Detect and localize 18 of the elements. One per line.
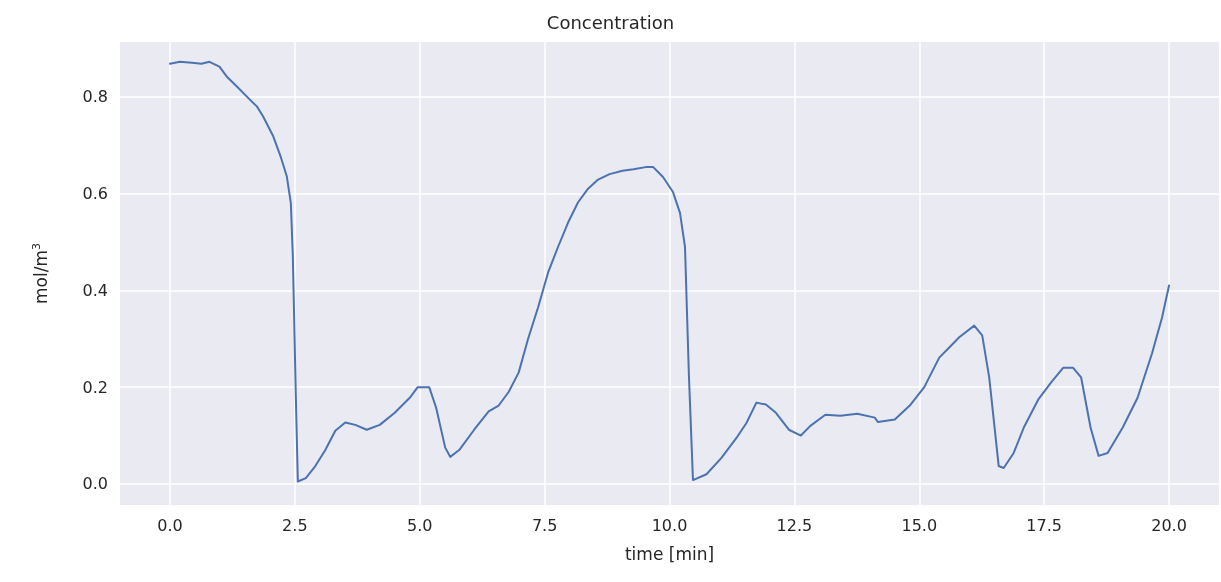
x-axis-title: time [min] <box>624 543 715 564</box>
x-tick-label: 12.5 <box>776 515 813 535</box>
y-tick-label: 0.6 <box>82 184 108 204</box>
y-tick-label: 0.2 <box>82 377 108 397</box>
x-tick-label: 10.0 <box>651 515 688 535</box>
chart-title: Concentration <box>546 11 675 33</box>
x-tick-label: 7.5 <box>531 515 558 535</box>
x-tick-label: 20.0 <box>1151 515 1187 535</box>
y-axis-title: mol/m3 <box>30 243 51 304</box>
y-tick-label: 0.0 <box>82 474 108 494</box>
y-tick-label: 0.8 <box>82 87 108 107</box>
x-tick-label: 2.5 <box>282 515 308 535</box>
x-tick-label: 15.0 <box>901 515 938 535</box>
x-tick-label: 5.0 <box>407 515 433 535</box>
y-tick-label: 0.4 <box>82 280 108 300</box>
line-series <box>168 60 1171 483</box>
x-tick-label: 0.0 <box>157 515 183 535</box>
x-tick-label: 17.5 <box>1026 515 1062 535</box>
